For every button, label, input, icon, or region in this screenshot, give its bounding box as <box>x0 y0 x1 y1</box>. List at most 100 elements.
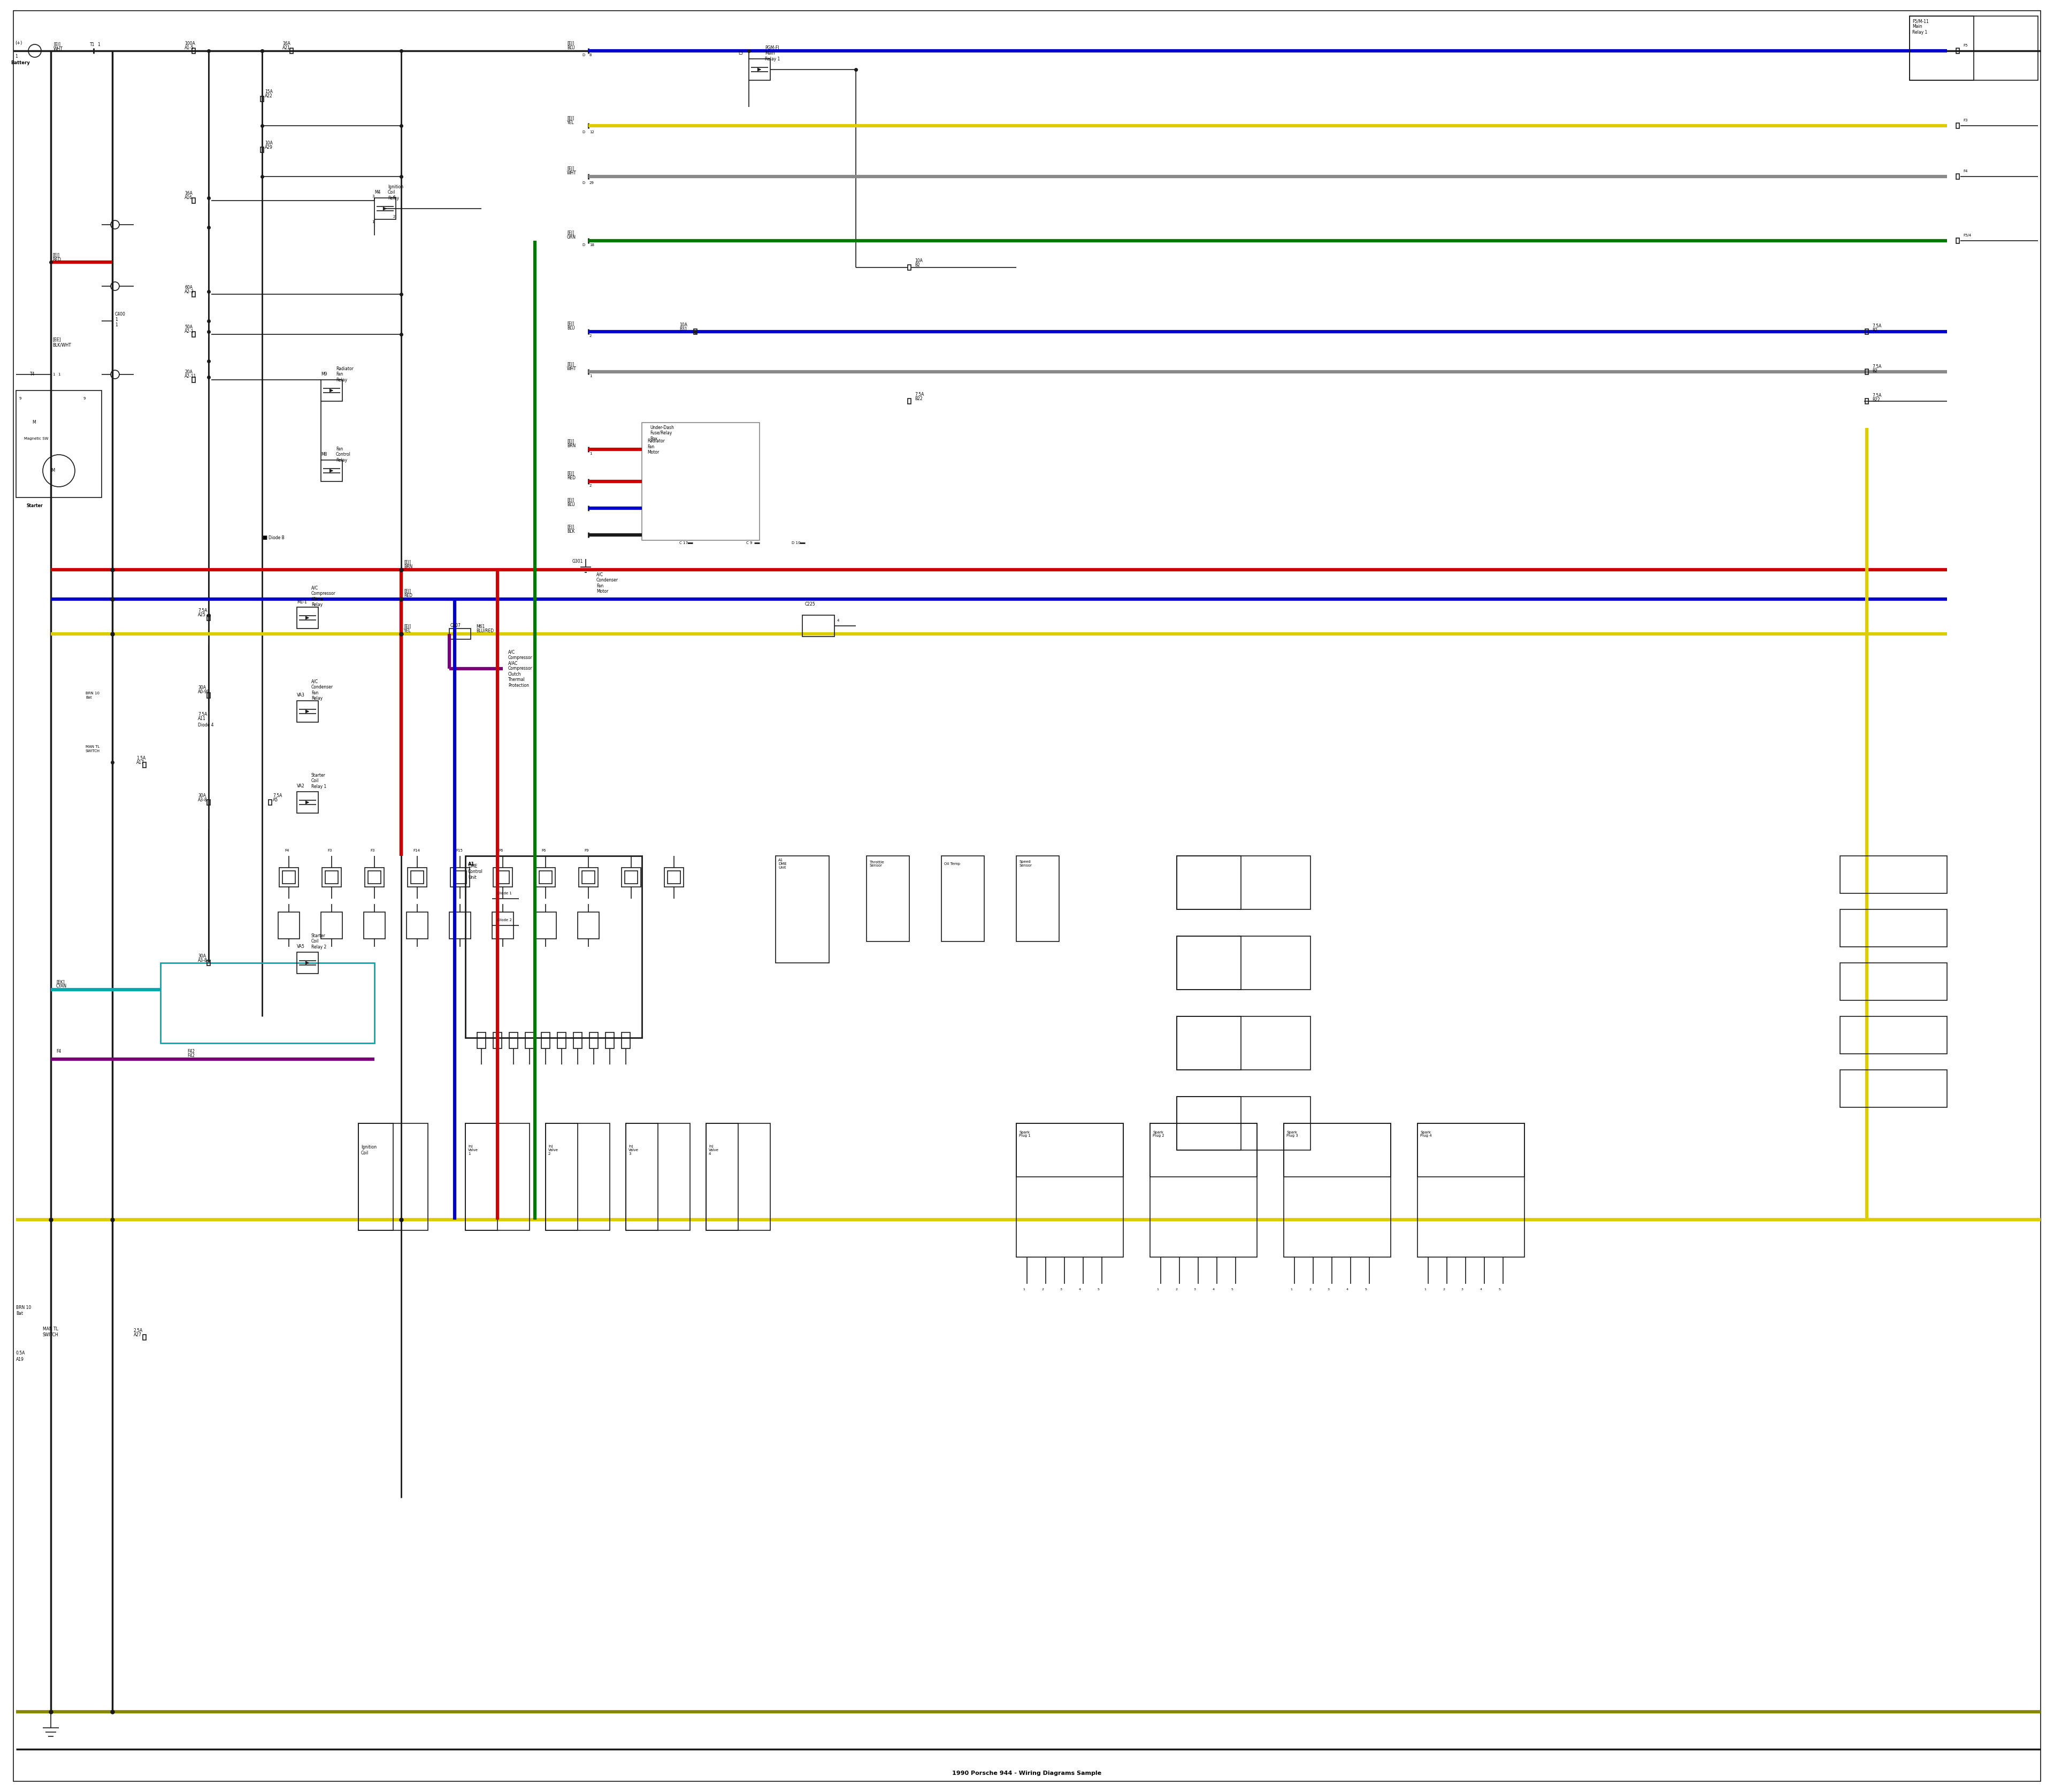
Text: BRN 10
Bat: BRN 10 Bat <box>86 692 99 699</box>
Text: 4: 4 <box>1345 1288 1349 1290</box>
Text: 1: 1 <box>115 323 117 328</box>
Text: M61: M61 <box>477 624 485 629</box>
Bar <box>320 380 343 401</box>
Text: RED: RED <box>53 258 62 262</box>
Text: B22: B22 <box>914 396 922 401</box>
Bar <box>641 423 760 539</box>
Bar <box>694 330 696 335</box>
Bar <box>908 265 910 271</box>
Bar <box>493 867 511 887</box>
Bar <box>283 871 296 883</box>
Bar <box>803 615 834 636</box>
Bar <box>207 961 210 966</box>
Bar <box>1177 1016 1241 1070</box>
Text: A/C
Condenser
Fan
Motor: A/C Condenser Fan Motor <box>596 572 618 593</box>
Text: [EJ]: [EJ] <box>567 167 573 172</box>
Bar <box>320 912 343 939</box>
Text: 1: 1 <box>372 220 374 224</box>
Text: B2: B2 <box>1871 328 1877 333</box>
Text: A2-3: A2-3 <box>185 289 193 294</box>
Text: 12: 12 <box>589 131 594 134</box>
Bar <box>1910 16 1974 81</box>
Text: D: D <box>581 244 585 247</box>
Text: 18: 18 <box>589 244 594 247</box>
Text: [EJ]: [EJ] <box>567 116 573 120</box>
Bar <box>1177 857 1310 909</box>
Text: 30A: 30A <box>197 953 205 959</box>
Text: A2-1: A2-1 <box>185 330 193 333</box>
Bar <box>776 857 830 962</box>
Text: G301: G301 <box>573 559 583 564</box>
Text: 1.5A: 1.5A <box>136 756 146 760</box>
Bar <box>364 912 386 939</box>
Text: F15: F15 <box>456 849 462 853</box>
Text: Inj
Valve
1: Inj Valve 1 <box>468 1145 479 1156</box>
Text: A11: A11 <box>197 717 205 722</box>
Bar <box>1865 369 1869 375</box>
Text: [EJ]: [EJ] <box>567 498 573 504</box>
Bar <box>1417 1124 1524 1256</box>
Text: 10A: 10A <box>680 323 688 328</box>
Bar <box>144 1335 146 1340</box>
Text: 2: 2 <box>589 484 592 487</box>
Text: A29: A29 <box>265 145 273 149</box>
Text: [EJ]: [EJ] <box>567 525 573 530</box>
Text: Battery: Battery <box>10 61 31 65</box>
Bar <box>493 912 514 939</box>
Text: [EJ]: [EJ] <box>567 323 573 326</box>
Bar <box>1955 124 1960 129</box>
Text: B2: B2 <box>914 263 920 267</box>
Bar <box>534 912 557 939</box>
Text: 16A: 16A <box>283 41 290 47</box>
Text: 0.5A: 0.5A <box>16 1351 25 1357</box>
Bar <box>191 376 195 382</box>
Bar <box>1840 1070 1947 1107</box>
Text: 1: 1 <box>115 317 117 323</box>
Bar <box>579 867 598 887</box>
Bar <box>466 1124 530 1231</box>
Bar <box>298 701 318 722</box>
Bar <box>261 97 263 102</box>
Bar <box>407 867 427 887</box>
Bar <box>1017 857 1060 941</box>
Text: 4: 4 <box>838 618 840 622</box>
Text: F4: F4 <box>1964 170 1968 172</box>
Text: A3-8: A3-8 <box>197 797 207 803</box>
Text: 1: 1 <box>1423 1288 1425 1290</box>
Bar <box>450 912 470 939</box>
Text: 30A: 30A <box>197 794 205 797</box>
Text: A0-99: A0-99 <box>197 690 210 695</box>
Text: 10A: 10A <box>265 140 273 145</box>
Text: VA3: VA3 <box>298 694 304 697</box>
Text: 2: 2 <box>1442 1288 1444 1290</box>
Bar <box>191 332 195 337</box>
Text: F5/M-11
Main
Relay 1: F5/M-11 Main Relay 1 <box>1912 18 1929 34</box>
Text: 2: 2 <box>392 215 396 219</box>
Text: Starter: Starter <box>27 504 43 507</box>
Text: Starter
Coil
Relay 2: Starter Coil Relay 2 <box>312 934 327 950</box>
Text: Diode 1: Diode 1 <box>497 892 511 894</box>
Text: 7.5A: 7.5A <box>273 794 281 797</box>
Text: F6: F6 <box>542 849 546 853</box>
Text: 3: 3 <box>1060 1288 1062 1290</box>
Text: BLK: BLK <box>567 529 575 534</box>
Bar <box>261 147 263 152</box>
Bar <box>1177 1097 1241 1150</box>
Text: 2: 2 <box>1308 1288 1310 1290</box>
Text: F6: F6 <box>499 849 503 853</box>
Text: 50A: 50A <box>185 324 193 330</box>
Text: F42: F42 <box>187 1054 195 1059</box>
Text: A21: A21 <box>283 47 290 50</box>
Text: 9: 9 <box>82 396 86 400</box>
Bar <box>624 871 637 883</box>
Bar <box>1150 1124 1257 1177</box>
Bar <box>290 48 294 54</box>
Text: [EJ]: [EJ] <box>405 624 411 629</box>
Text: M1-1: M1-1 <box>298 599 306 604</box>
Text: F4: F4 <box>286 849 290 853</box>
Text: Radiator
Fan
Relay: Radiator Fan Relay <box>337 367 353 382</box>
Text: BRN: BRN <box>567 444 575 448</box>
Text: 1: 1 <box>589 452 592 455</box>
Bar <box>454 871 466 883</box>
Bar <box>477 1032 485 1048</box>
